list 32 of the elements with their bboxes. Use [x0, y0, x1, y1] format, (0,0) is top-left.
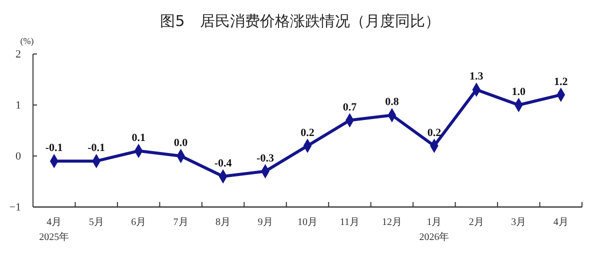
x-tick-label: 4月 — [553, 217, 568, 228]
y-tick-label: 1 — [16, 100, 21, 112]
x-tick-label: 8月 — [216, 217, 231, 228]
data-label: 0.8 — [385, 96, 400, 108]
data-label: 1.0 — [512, 86, 526, 98]
data-label: -0.4 — [214, 157, 232, 170]
data-label: 0.1 — [132, 132, 146, 144]
data-label: 0.0 — [174, 137, 188, 149]
x-tick-label: 1月 2026年 — [419, 217, 450, 243]
chart-title: 图5 居民消费价格涨跌情况（月度同比） — [160, 12, 440, 30]
data-label: 0.2 — [427, 126, 442, 139]
x-tick-label: 2月 — [468, 217, 484, 228]
data-label: -0.1 — [88, 142, 106, 154]
x-tick-label: 4月 2025年 — [39, 217, 70, 243]
y-tick-label: −1 — [9, 202, 21, 214]
x-tick-label: 7月 — [173, 217, 188, 228]
x-tick-label: 11月 — [340, 217, 360, 228]
x-tick-label: 5月 — [88, 217, 104, 228]
x-tick-label: 9月 — [258, 217, 273, 228]
data-label: -0.1 — [45, 142, 63, 154]
x-tick-label: 6月 — [131, 217, 146, 228]
y-tick-label: 2 — [16, 48, 21, 61]
y-tick-label: 0 — [16, 150, 22, 163]
x-tick-label: 10月 — [298, 217, 318, 228]
data-label: 0.7 — [342, 101, 358, 114]
data-label: 1.2 — [554, 76, 568, 88]
data-label: -0.3 — [256, 152, 274, 164]
data-label: 1.3 — [470, 70, 484, 83]
x-tick-label: 12月 — [382, 217, 402, 228]
x-tick-label: 3月 — [511, 217, 526, 228]
y-axis-title: (%) — [20, 36, 34, 46]
data-label: 0.2 — [300, 126, 315, 139]
